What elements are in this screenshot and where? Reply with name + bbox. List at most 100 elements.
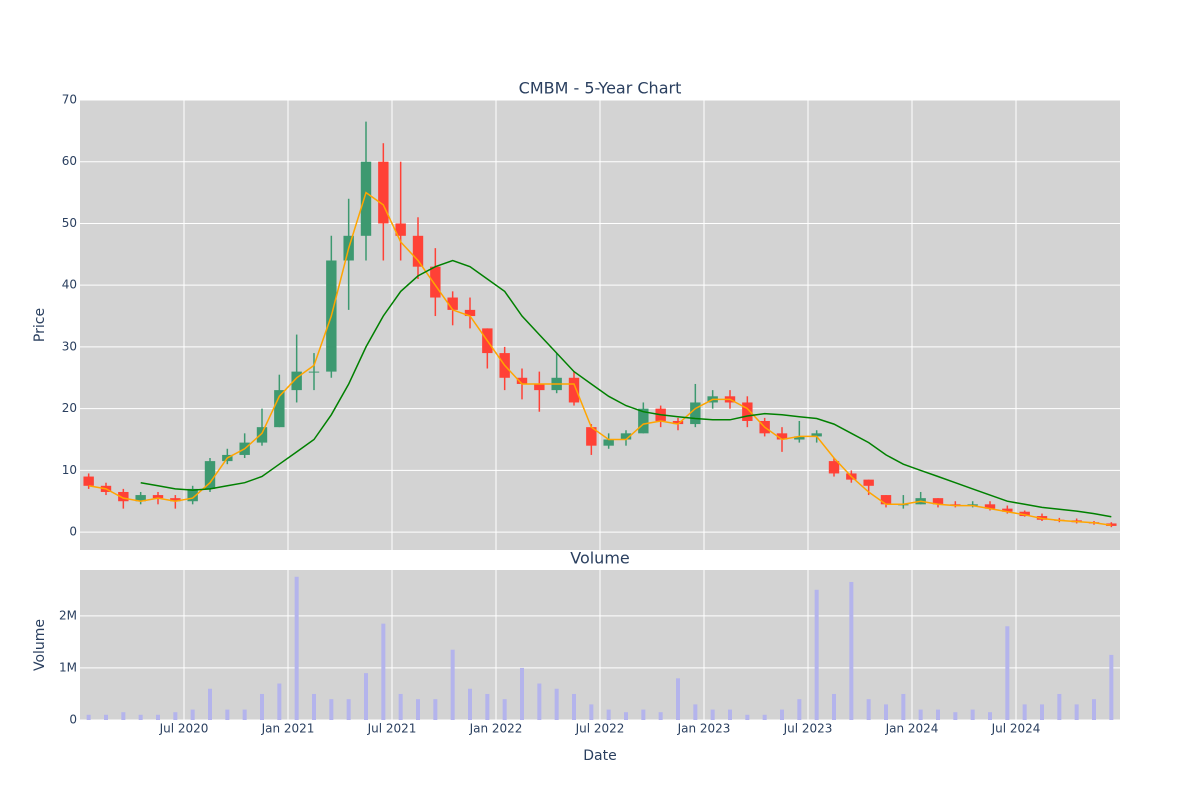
volume-bar: [450, 649, 455, 720]
candle-body: [932, 498, 944, 505]
candle-body: [291, 371, 302, 391]
volume-bar: [572, 693, 576, 720]
volume-bar: [849, 581, 854, 720]
volume-bar: [277, 683, 282, 720]
candle-body: [118, 491, 129, 502]
volume-bar: [1074, 704, 1079, 720]
volume-bar: [260, 693, 264, 720]
candle-body: [586, 427, 597, 446]
volume-bar: [381, 623, 386, 720]
volume-bar: [1092, 699, 1096, 720]
candle-body: [308, 371, 320, 373]
candle-body: [152, 495, 164, 499]
volume-bar: [346, 699, 351, 720]
candle-body: [742, 402, 753, 421]
volume-bar: [520, 667, 524, 720]
candle-body: [204, 461, 216, 489]
volume-bar: [502, 699, 507, 720]
candle-body: [690, 402, 701, 425]
y-tick-label: 0: [69, 525, 77, 539]
volume-bar: [797, 699, 802, 720]
volume-bar: [468, 688, 472, 720]
x-tick-label: Jul 2020: [159, 722, 209, 736]
y-tick-label: 2M: [59, 608, 77, 622]
candle-body: [256, 427, 268, 443]
volume-bar: [398, 693, 403, 720]
x-axis-title: Date: [583, 748, 616, 764]
candle-body: [620, 433, 632, 440]
y-tick-label: 30: [62, 339, 77, 353]
x-tick-label: Jan 2024: [885, 722, 939, 736]
y-axis-title: Price: [32, 308, 48, 342]
candle-body: [863, 479, 874, 486]
candle-body: [430, 266, 441, 298]
volume-bar: [156, 714, 160, 720]
volume-bar: [138, 714, 143, 720]
volume-bar: [86, 714, 91, 720]
volume-bar: [242, 709, 247, 720]
candle-body: [880, 495, 892, 505]
volume-bar: [953, 712, 958, 720]
x-tick-label: Jul 2023: [783, 722, 833, 736]
volume-bar: [641, 709, 646, 720]
candle-body: [776, 433, 788, 440]
y-tick-label: 50: [62, 216, 77, 230]
y-tick-label: 0: [69, 713, 77, 727]
candle-body: [1019, 511, 1030, 517]
volume-bar: [936, 709, 940, 720]
volume-bar: [121, 712, 126, 720]
volume-bar: [780, 709, 784, 720]
chart-title: CMBM - 5-Year Chart: [519, 79, 682, 98]
volume-bar: [606, 709, 611, 720]
subplot-title: Volume: [570, 549, 630, 568]
candle-body: [395, 223, 406, 236]
volume-bar: [312, 693, 316, 720]
volume-bar: [1040, 704, 1044, 720]
x-tick-label: Jul 2024: [991, 722, 1041, 736]
volume-bar: [1022, 704, 1027, 720]
y-tick-label: 40: [62, 278, 77, 292]
volume-bar: [104, 714, 108, 720]
volume-bar: [1005, 626, 1010, 720]
volume-bar: [988, 712, 992, 720]
candle-body: [534, 383, 545, 391]
volume-bar: [676, 678, 680, 720]
volume-bar: [745, 714, 750, 720]
volume-bar: [294, 576, 299, 720]
volume-bar: [866, 699, 871, 720]
volume-bar: [918, 709, 923, 720]
candle-body: [638, 408, 649, 434]
volume-bar: [884, 704, 888, 720]
candle-body: [672, 420, 684, 425]
y-tick-label: 60: [62, 154, 77, 168]
candle-body: [516, 377, 528, 384]
moving-average-line: [88, 191, 1112, 527]
candle-body: [274, 390, 285, 428]
volume-bar: [433, 699, 438, 720]
volume-bar: [589, 704, 594, 720]
volume-bar: [901, 693, 906, 720]
y-tick-label: 1M: [59, 660, 77, 674]
candle-body: [378, 161, 389, 224]
volume-bar: [832, 693, 836, 720]
volume-bar: [1057, 693, 1062, 720]
volume-bar: [537, 683, 542, 720]
volume-bar: [728, 709, 732, 720]
candle-body: [464, 309, 476, 317]
volume-bar: [190, 709, 195, 720]
moving-average-line: [140, 259, 1112, 518]
volume-bar: [710, 709, 715, 720]
volume-bar: [416, 699, 420, 720]
y-axis-title: Volume: [32, 619, 48, 671]
candle-body: [568, 377, 580, 403]
volume-bar: [485, 693, 490, 720]
candle-body: [828, 461, 840, 474]
volume-bar: [364, 673, 368, 720]
candle-body: [794, 436, 805, 440]
x-tick-label: Jan 2023: [677, 722, 731, 736]
y-tick-label: 70: [62, 93, 77, 107]
x-tick-label: Jan 2022: [469, 722, 523, 736]
candle-body: [984, 504, 996, 509]
y-tick-label: 20: [62, 401, 77, 415]
